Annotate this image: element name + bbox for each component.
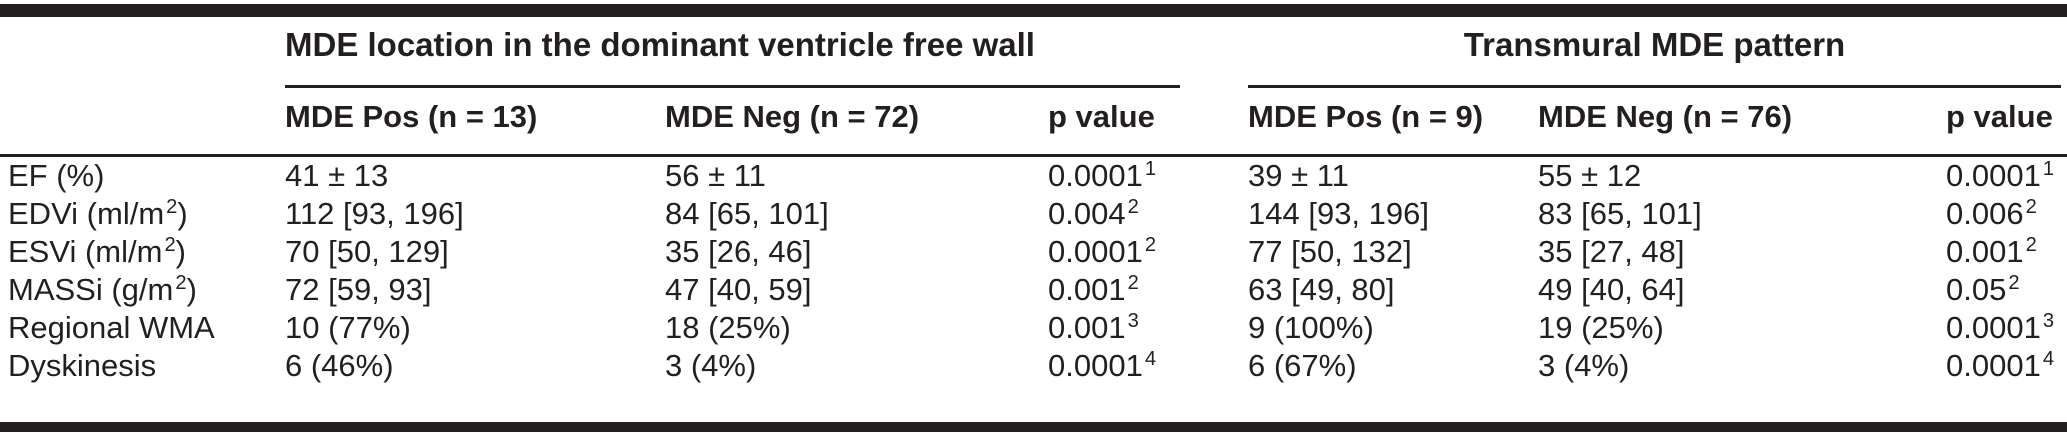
table-cell: 112 [93, 196]	[285, 196, 464, 231]
row-label: ESVi (ml/m2)	[8, 233, 186, 269]
corner-cell	[0, 11, 285, 89]
table-cell: 47 [40, 59]	[665, 272, 812, 307]
table-cell: 3 (4%)	[1538, 348, 1630, 383]
table-cell: 83 [65, 101]	[1538, 196, 1702, 231]
column-header-mde-pos-left: MDE Pos (n = 13)	[285, 88, 665, 157]
table-cell: 6 (67%)	[1248, 348, 1357, 383]
table-cell: 3 (4%)	[665, 348, 757, 383]
row-label: Regional WMA	[8, 310, 215, 345]
table-cell: 0.0013	[1048, 309, 1139, 345]
corner-cell	[0, 88, 285, 157]
table-cell: 0.00014	[1946, 347, 2055, 383]
table-cell: 35 [26, 46]	[665, 234, 812, 269]
table-cell: 41 ± 13	[285, 158, 389, 193]
row-label: EF (%)	[8, 158, 105, 193]
table-cell: 0.0042	[1048, 195, 1139, 231]
table-row-edvi: EDVi (ml/m2) 112 [93, 196] 84 [65, 101] …	[0, 195, 2067, 233]
row-label: EDVi (ml/m2)	[8, 195, 188, 231]
table-row-regional-wma: Regional WMA 10 (77%) 18 (25%) 0.0013 9 …	[0, 309, 2067, 347]
column-header-mde-neg-right: MDE Neg (n = 76)	[1538, 88, 1946, 157]
table-cell: 19 (25%)	[1538, 310, 1664, 345]
table-cell: 0.0012	[1048, 271, 1139, 307]
table-cell: 0.00014	[1048, 347, 1157, 383]
table-cell: 144 [93, 196]	[1248, 196, 1429, 231]
table-cell: 70 [50, 129]	[285, 234, 449, 269]
outcomes-comparison-table: MDE location in the dominant ventricle f…	[0, 4, 2067, 432]
group-title: MDE location in the dominant ventricle f…	[285, 17, 1180, 88]
table-cell: 9 (100%)	[1248, 310, 1374, 345]
table-row-esvi: ESVi (ml/m2) 70 [50, 129] 35 [26, 46] 0.…	[0, 233, 2067, 271]
table-row-dyskinesis: Dyskinesis 6 (46%) 3 (4%) 0.00014 6 (67%…	[0, 347, 2067, 427]
group-title: Transmural MDE pattern	[1248, 17, 2061, 88]
column-header-p-value-left: p value	[1048, 88, 1248, 157]
table-cell: 18 (25%)	[665, 310, 791, 345]
table-cell: 6 (46%)	[285, 348, 394, 383]
table-cell: 0.0012	[1946, 233, 2037, 269]
table-cell: 72 [59, 93]	[285, 272, 432, 307]
table-cell: 0.00011	[1048, 157, 1157, 193]
column-header-row: MDE Pos (n = 13) MDE Neg (n = 72) p valu…	[0, 88, 2067, 157]
table-cell: 0.00012	[1048, 233, 1157, 269]
table-cell: 0.0062	[1946, 195, 2037, 231]
group-header-row: MDE location in the dominant ventricle f…	[0, 11, 2067, 89]
row-label: Dyskinesis	[8, 348, 157, 383]
table-cell: 0.00011	[1946, 157, 2055, 193]
column-header-p-value-right: p value	[1946, 88, 2067, 157]
column-header-mde-pos-right: MDE Pos (n = 9)	[1248, 88, 1538, 157]
table-cell: 0.052	[1946, 271, 2020, 307]
table-cell: 0.00013	[1946, 309, 2055, 345]
table-cell: 77 [50, 132]	[1248, 234, 1412, 269]
table-cell: 39 ± 11	[1248, 158, 1349, 193]
table-cell: 55 ± 12	[1538, 158, 1642, 193]
group-header-mde-location: MDE location in the dominant ventricle f…	[285, 11, 1248, 88]
table-cell: 10 (77%)	[285, 310, 411, 345]
table-cell: 63 [49, 80]	[1248, 272, 1395, 307]
table-cell: 35 [27, 48]	[1538, 234, 1685, 269]
column-header-mde-neg-left: MDE Neg (n = 72)	[665, 88, 1048, 157]
table-cell: 49 [40, 64]	[1538, 272, 1685, 307]
table-row-ef: EF (%) 41 ± 13 56 ± 11 0.00011 39 ± 11 5…	[0, 156, 2067, 196]
table-row-massi: MASSi (g/m2) 72 [59, 93] 47 [40, 59] 0.0…	[0, 271, 2067, 309]
table-cell: 84 [65, 101]	[665, 196, 829, 231]
group-header-transmural: Transmural MDE pattern	[1248, 11, 2067, 88]
row-label: MASSi (g/m2)	[8, 271, 197, 307]
table-cell: 56 ± 11	[665, 158, 766, 193]
